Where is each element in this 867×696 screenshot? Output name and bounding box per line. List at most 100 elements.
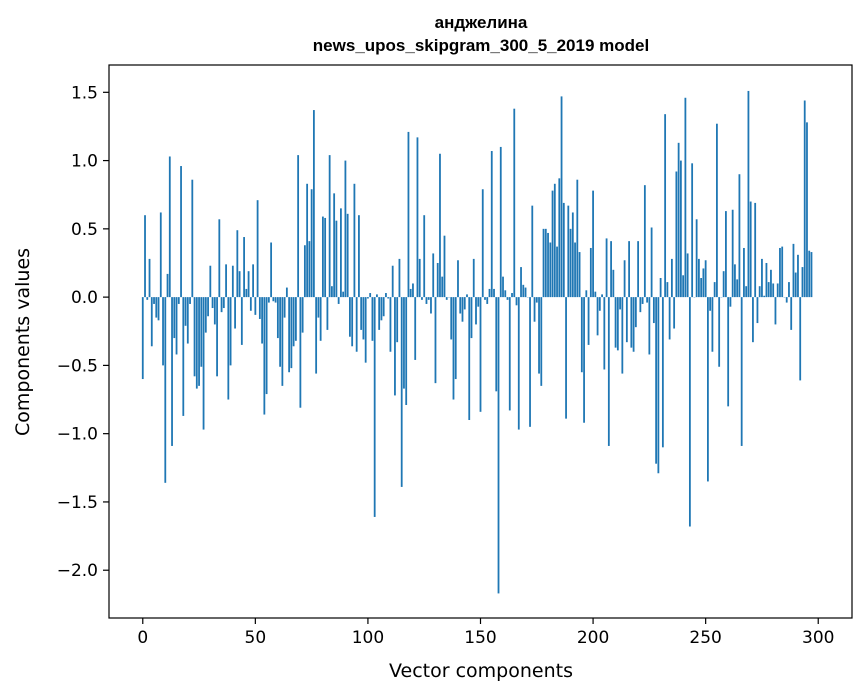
- bar: [369, 293, 372, 298]
- bar: [216, 297, 218, 377]
- bar: [279, 297, 282, 367]
- bar: [589, 247, 592, 298]
- bar: [628, 241, 630, 298]
- bar: [562, 202, 565, 298]
- bar: [209, 265, 212, 298]
- bar: [776, 283, 779, 298]
- bar: [463, 297, 466, 310]
- bar: [772, 283, 775, 298]
- bar: [256, 200, 259, 298]
- bar: [619, 297, 621, 310]
- bar: [290, 297, 293, 369]
- bar: [153, 297, 155, 304]
- bar: [234, 297, 236, 329]
- bar: [801, 267, 804, 298]
- bar: [439, 153, 441, 298]
- bar: [641, 297, 644, 304]
- bar: [202, 297, 205, 430]
- bar: [522, 284, 525, 298]
- bar: [236, 230, 239, 298]
- bar: [263, 297, 266, 415]
- bar: [306, 183, 309, 298]
- bar: [346, 213, 349, 298]
- bar: [484, 297, 486, 300]
- bar: [785, 297, 788, 303]
- bar: [227, 297, 230, 400]
- bar: [335, 220, 338, 298]
- bar: [553, 183, 556, 298]
- bar: [607, 297, 610, 446]
- bar: [558, 178, 561, 298]
- bar: [355, 297, 358, 352]
- bar: [725, 211, 727, 298]
- bar: [596, 297, 599, 336]
- bar: [193, 297, 196, 377]
- bar: [312, 110, 315, 298]
- bar: [547, 232, 549, 298]
- bar: [499, 146, 502, 298]
- bar: [481, 189, 484, 298]
- bar: [475, 297, 477, 325]
- bar: [603, 297, 606, 370]
- bar: [362, 297, 365, 340]
- bar: [556, 246, 558, 298]
- bar: [222, 297, 225, 309]
- bar: [560, 96, 563, 298]
- bar: [770, 269, 772, 298]
- chart-subtitle: news_upos_skipgram_300_5_2019 model: [313, 36, 649, 55]
- bar: [765, 262, 768, 298]
- bar: [781, 246, 784, 298]
- y-tick-label: −1.0: [57, 425, 98, 445]
- bar: [249, 297, 252, 311]
- bar: [675, 171, 678, 298]
- bar: [144, 215, 146, 298]
- bar: [684, 97, 687, 298]
- bar: [659, 278, 662, 298]
- bar: [490, 151, 493, 298]
- bar-series: [141, 90, 813, 594]
- bar: [504, 290, 507, 298]
- bar: [533, 297, 536, 322]
- bar: [657, 297, 660, 474]
- bar: [299, 297, 302, 408]
- bar: [195, 297, 198, 389]
- bar: [745, 286, 748, 298]
- bar: [495, 297, 498, 392]
- bar: [272, 297, 275, 302]
- bar: [810, 252, 813, 298]
- bar: [538, 297, 540, 374]
- bar: [396, 297, 399, 343]
- bar: [317, 297, 320, 318]
- y-tick-label: −1.5: [57, 493, 98, 513]
- bar: [376, 294, 378, 298]
- bar: [159, 212, 162, 298]
- bar: [367, 297, 369, 299]
- bar: [585, 290, 588, 298]
- bar: [639, 297, 642, 313]
- bar: [378, 297, 381, 330]
- bar: [520, 267, 522, 298]
- x-tick-label: 50: [245, 628, 267, 648]
- bar: [565, 297, 567, 419]
- bar: [580, 297, 583, 373]
- bar: [634, 297, 637, 328]
- bar: [616, 297, 619, 351]
- bar: [511, 293, 513, 298]
- bar: [542, 228, 545, 298]
- bar: [229, 297, 232, 366]
- bar: [466, 294, 468, 298]
- bar: [716, 123, 718, 298]
- y-tick-label: −2.0: [57, 561, 98, 581]
- bar: [729, 297, 732, 307]
- bar: [468, 297, 471, 421]
- bar: [470, 297, 473, 339]
- y-axis: 1.5 1.0 0.5 0.0 −0.5 −1.0 −1.5 −2.0: [57, 83, 109, 581]
- bar: [349, 297, 351, 337]
- bar: [551, 190, 554, 298]
- bar: [731, 209, 734, 298]
- bar: [425, 297, 428, 304]
- bar: [324, 217, 327, 298]
- bar: [261, 297, 263, 344]
- bar: [204, 297, 207, 333]
- bar: [576, 179, 579, 298]
